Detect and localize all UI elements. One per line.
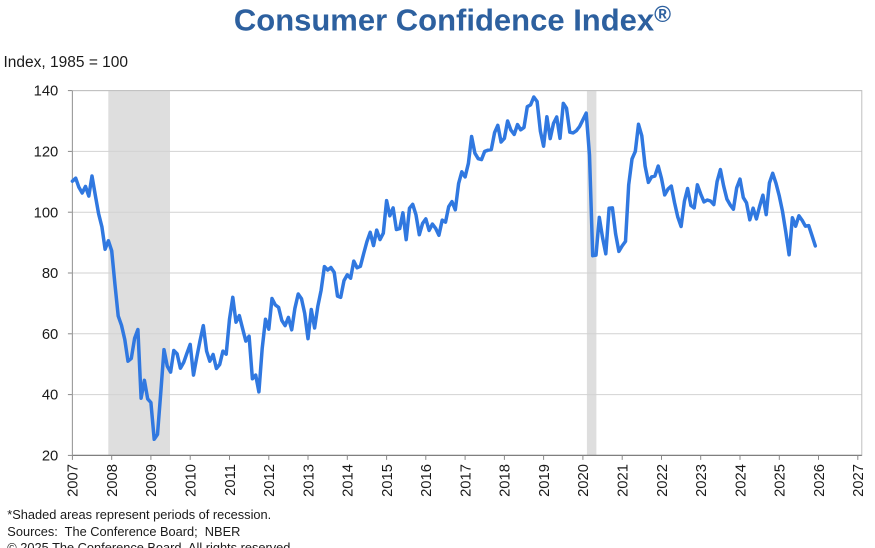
- svg-text:2012: 2012: [262, 464, 278, 497]
- svg-text:2018: 2018: [498, 464, 514, 497]
- svg-text:Index, 1985 = 100: Index, 1985 = 100: [4, 54, 129, 71]
- svg-text:2019: 2019: [537, 464, 553, 497]
- svg-text:60: 60: [42, 327, 58, 343]
- svg-text:2024: 2024: [733, 464, 749, 497]
- svg-text:2009: 2009: [144, 464, 160, 497]
- svg-text:2022: 2022: [655, 464, 671, 497]
- svg-text:2008: 2008: [105, 464, 121, 497]
- svg-text:2011: 2011: [223, 464, 239, 496]
- svg-text:2023: 2023: [694, 464, 710, 497]
- svg-text:2025: 2025: [773, 464, 789, 497]
- svg-text:© 2025 The Conference Board. A: © 2025 The Conference Board. All rights …: [7, 540, 294, 548]
- svg-text:2007: 2007: [66, 464, 82, 497]
- svg-text:2020: 2020: [576, 464, 592, 497]
- svg-text:2010: 2010: [183, 464, 199, 497]
- svg-text:80: 80: [42, 266, 58, 282]
- svg-text:40: 40: [42, 388, 58, 404]
- svg-text:Sources: The Conference Board: Sources: The Conference Board; NBER: [7, 524, 240, 539]
- svg-text:2015: 2015: [380, 464, 396, 497]
- svg-text:2027: 2027: [851, 464, 867, 497]
- svg-text:2016: 2016: [419, 464, 435, 497]
- svg-text:Consumer Confidence Index®: Consumer Confidence Index®: [234, 1, 671, 37]
- svg-text:2017: 2017: [458, 464, 474, 497]
- svg-text:140: 140: [34, 84, 59, 100]
- svg-text:120: 120: [34, 145, 59, 161]
- svg-text:*Shaded areas represent period: *Shaded areas represent periods of reces…: [7, 507, 271, 522]
- svg-text:20: 20: [42, 449, 58, 465]
- svg-text:2026: 2026: [812, 464, 828, 497]
- svg-text:2013: 2013: [301, 464, 317, 497]
- svg-text:100: 100: [34, 205, 59, 221]
- svg-text:2021: 2021: [616, 464, 632, 497]
- svg-text:2014: 2014: [341, 464, 357, 497]
